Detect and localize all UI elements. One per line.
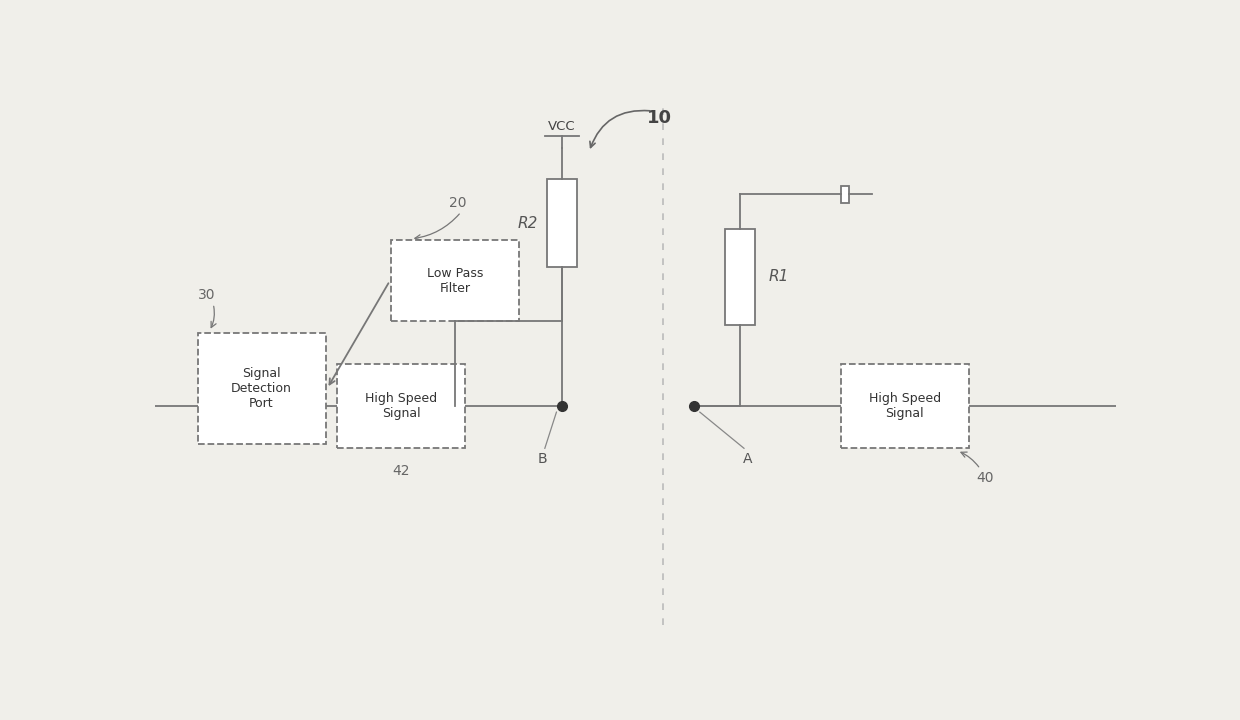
Text: B: B [538,452,547,466]
Text: High Speed
Signal: High Speed Signal [365,392,438,420]
Text: R2: R2 [517,215,538,230]
Text: A: A [743,452,753,466]
Bar [841,186,848,202]
Text: R1: R1 [769,269,789,284]
Bar [547,179,577,267]
Text: Signal
Detection
Port: Signal Detection Port [231,367,291,410]
Text: 20: 20 [449,196,467,210]
Bar [197,333,325,444]
Text: Low Pass
Filter: Low Pass Filter [427,267,484,294]
Bar [337,364,465,449]
Bar [841,364,968,449]
Text: 42: 42 [392,464,409,477]
Text: 10: 10 [647,109,672,127]
Text: 30: 30 [197,288,215,302]
Text: High Speed
Signal: High Speed Signal [869,392,941,420]
Text: 40: 40 [977,472,994,485]
Text: VCC: VCC [548,120,575,132]
Bar [725,229,755,325]
Bar [392,240,520,321]
